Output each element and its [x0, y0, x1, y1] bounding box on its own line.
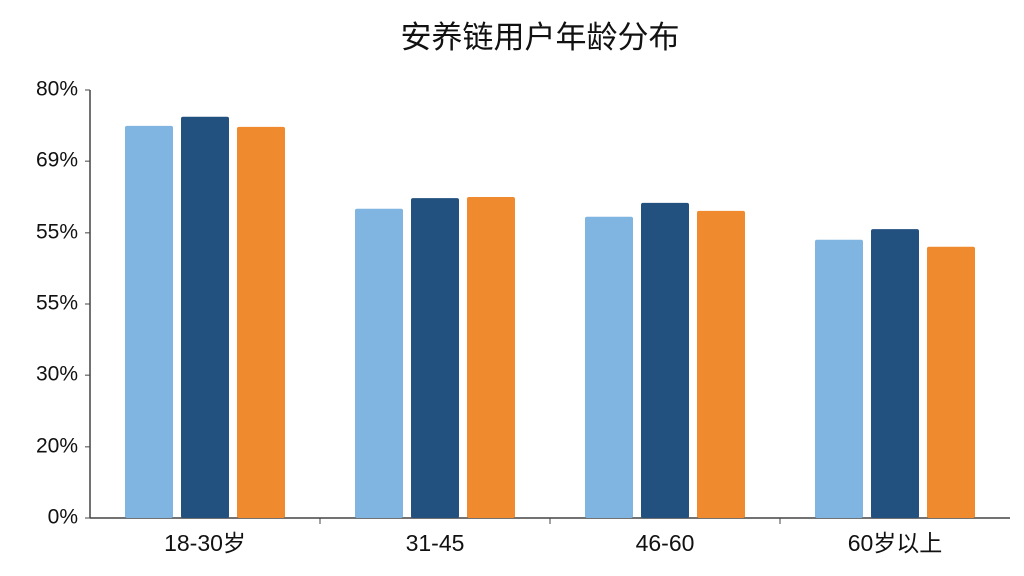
- x-tick-label: 60岁以上: [848, 530, 943, 556]
- y-tick-label: 55%: [36, 220, 78, 243]
- y-tick-label: 80%: [36, 78, 78, 101]
- bar: [125, 125, 173, 518]
- bar: [871, 229, 919, 518]
- bar: [641, 202, 689, 518]
- chart-title: 安养链用户年龄分布: [401, 20, 680, 55]
- x-tick-label: 46-60: [636, 530, 695, 556]
- y-tick-label: 55%: [36, 292, 78, 315]
- bar: [467, 197, 515, 518]
- bar: [697, 210, 745, 518]
- bar: [585, 216, 633, 519]
- bar: [927, 246, 975, 518]
- y-tick-label: 69%: [36, 149, 78, 172]
- bar: [181, 116, 229, 518]
- x-tick-label: 18-30岁: [164, 530, 246, 556]
- y-tick-label: 0%: [48, 506, 78, 529]
- bar: [815, 239, 863, 519]
- y-tick-label: 30%: [36, 363, 78, 386]
- bar: [237, 126, 285, 518]
- x-tick-label: 31-45: [406, 530, 465, 556]
- y-tick-label: 20%: [36, 434, 78, 457]
- bar: [355, 208, 403, 518]
- bar: [411, 198, 459, 518]
